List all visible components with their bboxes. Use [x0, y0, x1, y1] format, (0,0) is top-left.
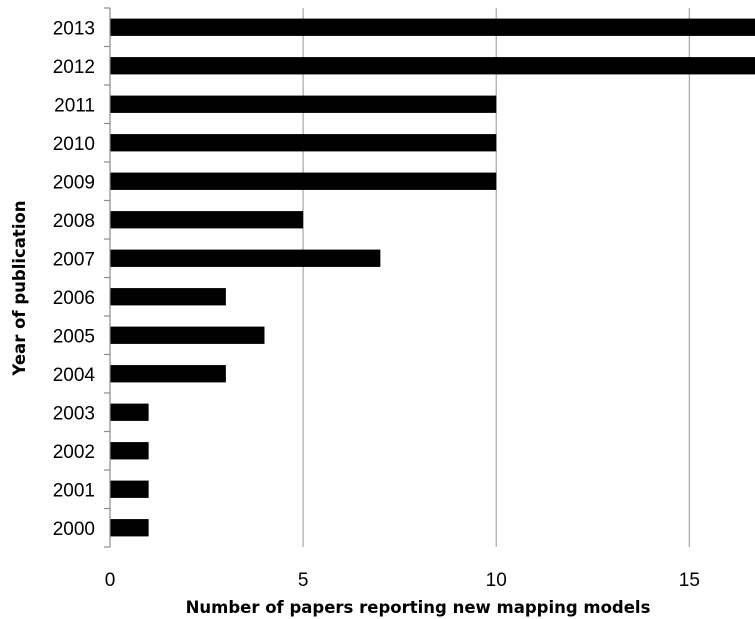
y-tick-label: 2002: [53, 442, 95, 463]
x-tick-label: 5: [298, 570, 309, 591]
bar-2003: [110, 403, 149, 421]
x-tick-label: 15: [679, 570, 700, 591]
bar-2011: [110, 95, 497, 113]
bar-2012: [110, 57, 755, 75]
y-tick-label: 2011: [54, 95, 95, 116]
bars: [110, 18, 755, 537]
y-tick-label: 2005: [53, 326, 95, 347]
bar-2013: [110, 18, 755, 36]
x-axis-title: Number of papers reporting new mapping m…: [186, 598, 651, 617]
y-tick-label: 2007: [53, 249, 95, 270]
bar-2002: [110, 442, 149, 460]
bar-2007: [110, 249, 381, 267]
y-tick-label: 2003: [53, 403, 95, 424]
y-tick-label: 2013: [53, 18, 95, 39]
y-tick-label: 2010: [53, 134, 95, 155]
y-tick-label: 2009: [53, 172, 95, 193]
bar-2004: [110, 365, 226, 383]
bar-2010: [110, 134, 497, 152]
bar-2000: [110, 519, 149, 537]
y-tick-label: 2012: [53, 57, 95, 78]
bar-2009: [110, 172, 497, 190]
x-tick-labels: 0 5 10 15: [105, 570, 700, 591]
y-tick-label: 2001: [53, 480, 95, 501]
grid-lines: [302, 8, 690, 547]
y-tick-labels: 2013 2012 2011 2010 2009 2008 2007 2006 2005 2004…: [53, 18, 96, 540]
bar-2005: [110, 326, 265, 344]
bar-2006: [110, 288, 226, 306]
axes: [104, 7, 111, 548]
y-tick-label: 2006: [53, 288, 95, 309]
x-tick-label: 10: [486, 570, 507, 591]
x-tick-label: 0: [105, 570, 116, 591]
bar-2001: [110, 480, 149, 498]
y-axis-title: Year of publication: [10, 200, 29, 376]
y-tick-label: 2008: [53, 211, 95, 232]
y-tick-label: 2004: [53, 365, 96, 386]
y-tick-label: 2000: [53, 519, 95, 540]
bar-2008: [110, 211, 304, 229]
